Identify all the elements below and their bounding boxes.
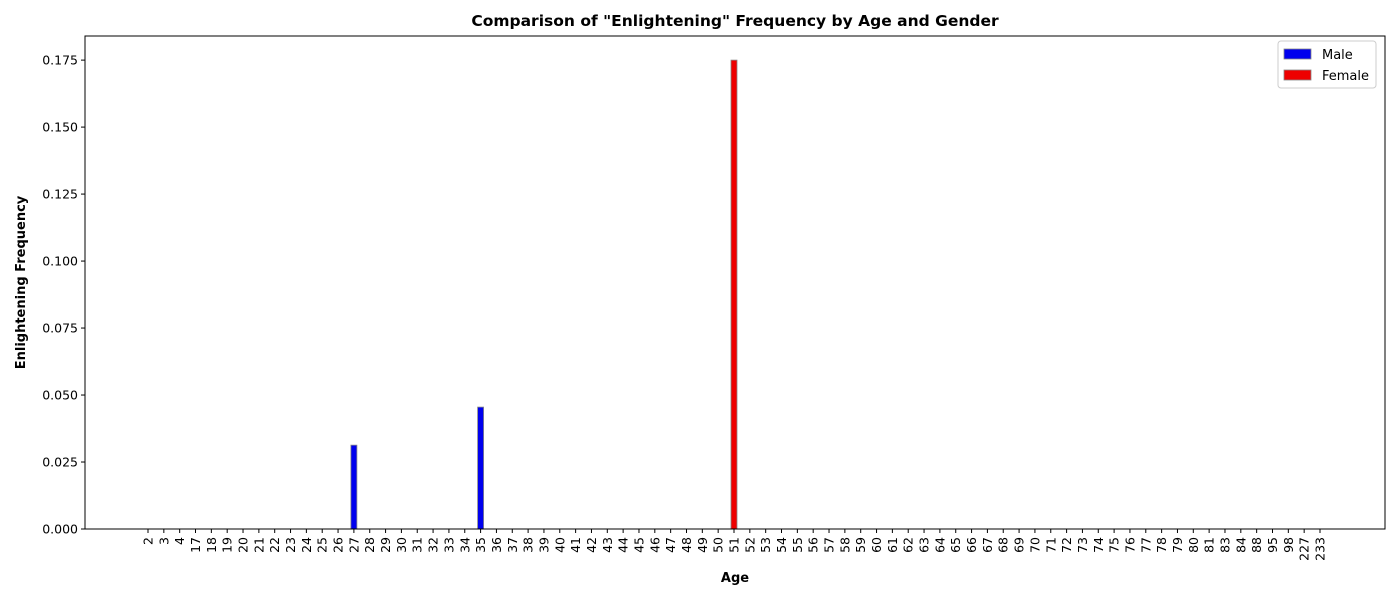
x-tick-label: 227 [1297,537,1312,561]
y-tick-label: 0.150 [42,120,78,135]
plot-frame [84,35,1386,530]
x-tick-label: 3 [156,537,171,545]
y-tick-label: 0.050 [42,388,78,403]
x-tick-label: 44 [616,537,631,553]
legend: Male Female [1277,40,1377,89]
x-tick-label: 74 [1091,537,1106,553]
legend-label-female: Female [1322,69,1369,84]
x-tick-label: 73 [1075,537,1090,553]
x-tick-label: 22 [267,537,282,553]
x-tick-label: 31 [410,537,425,553]
x-tick-label: 64 [932,537,947,553]
bar-female-51 [730,59,738,530]
x-tick-label: 42 [584,537,599,553]
x-tick-label: 41 [568,537,583,553]
bar-male-27 [350,444,358,530]
x-tick-label: 76 [1122,537,1137,553]
x-tick-label: 18 [204,537,219,553]
y-tick-label: 0.175 [42,53,78,68]
x-tick-label: 95 [1265,537,1280,553]
x-axis-label: Age [721,571,749,586]
x-tick-label: 30 [394,537,409,553]
bar-male-35 [477,406,484,530]
x-tick-label: 48 [679,537,694,553]
x-tick-label: 20 [236,537,251,553]
x-tick-label: 54 [774,537,789,553]
y-tick-label: 0.075 [42,321,78,336]
x-tick-label: 68 [996,537,1011,553]
x-tick-label: 47 [663,537,678,553]
x-tick-label: 17 [188,537,203,553]
x-tick-label: 53 [758,537,773,553]
x-tick-label: 29 [378,537,393,553]
x-tick-label: 79 [1170,537,1185,553]
x-tick-label: 63 [917,537,932,553]
x-tick-label: 60 [869,537,884,553]
y-axis-label: Enlightening Frequency [14,195,29,369]
x-tick-label: 59 [853,537,868,553]
x-tick-label: 56 [806,537,821,553]
x-tick-label: 21 [251,537,266,553]
x-tick-label: 33 [441,537,456,553]
legend-swatch-male [1283,48,1312,60]
x-tick-label: 84 [1233,537,1248,553]
x-tick-label: 88 [1249,537,1264,553]
x-tick-label: 57 [822,537,837,553]
x-tick-label: 233 [1313,537,1328,561]
legend-swatch-female [1283,69,1312,81]
x-tick-label: 55 [790,537,805,553]
x-tick-label: 98 [1281,537,1296,553]
x-tick-label: 72 [1059,537,1074,553]
y-tick-label: 0.125 [42,187,78,202]
x-tick-label: 4 [172,537,187,545]
y-tick-label: 0.100 [42,254,78,269]
x-tick-label: 37 [505,537,520,553]
x-tick-label: 45 [631,537,646,553]
chart-title: Comparison of "Enlightening" Frequency b… [471,12,999,30]
x-tick-label: 40 [552,537,567,553]
x-tick-label: 35 [473,537,488,553]
x-tick-label: 46 [647,537,662,553]
x-tick-label: 34 [457,537,472,553]
x-tick-label: 43 [600,537,615,553]
x-tick-label: 2 [141,537,156,545]
x-tick-label: 28 [362,537,377,553]
x-tick-label: 78 [1154,537,1169,553]
x-tick-label: 67 [980,537,995,553]
x-tick-label: 38 [521,537,536,553]
x-tick-label: 61 [885,537,900,553]
x-tick-label: 66 [964,537,979,553]
x-tick-label: 26 [331,537,346,553]
x-tick-label: 49 [695,537,710,553]
x-tick-label: 23 [283,537,298,553]
x-tick-label: 75 [1107,537,1122,553]
x-tick-label: 71 [1043,537,1058,553]
legend-label-male: Male [1322,48,1353,63]
x-tick-label: 25 [315,537,330,553]
x-tick-label: 36 [489,537,504,553]
x-tick-label: 52 [742,537,757,553]
plot-area: 0.000 0.025 0.050 0.075 0.100 0.125 0.150 0.175… [42,35,1386,561]
x-tick-label: 77 [1138,537,1153,553]
x-tick-label: 80 [1186,537,1201,553]
x-tick-label: 32 [426,537,441,553]
x-tick-label: 70 [1027,537,1042,553]
x-tick-label: 50 [711,537,726,553]
x-tick-label: 24 [299,537,314,553]
x-tick-label: 62 [901,537,916,553]
x-tick-label: 83 [1217,537,1232,553]
y-tick-label: 0.000 [42,522,78,537]
x-tick-label: 51 [727,537,742,553]
x-tick-label: 81 [1202,537,1217,553]
x-tick-label: 27 [346,537,361,553]
x-tick-label: 19 [220,537,235,553]
x-tick-label: 69 [1012,537,1027,553]
x-tick-label: 65 [948,537,963,553]
y-tick-label: 0.025 [42,455,78,470]
x-tick-label: 39 [536,537,551,553]
x-tick-label: 58 [837,537,852,553]
